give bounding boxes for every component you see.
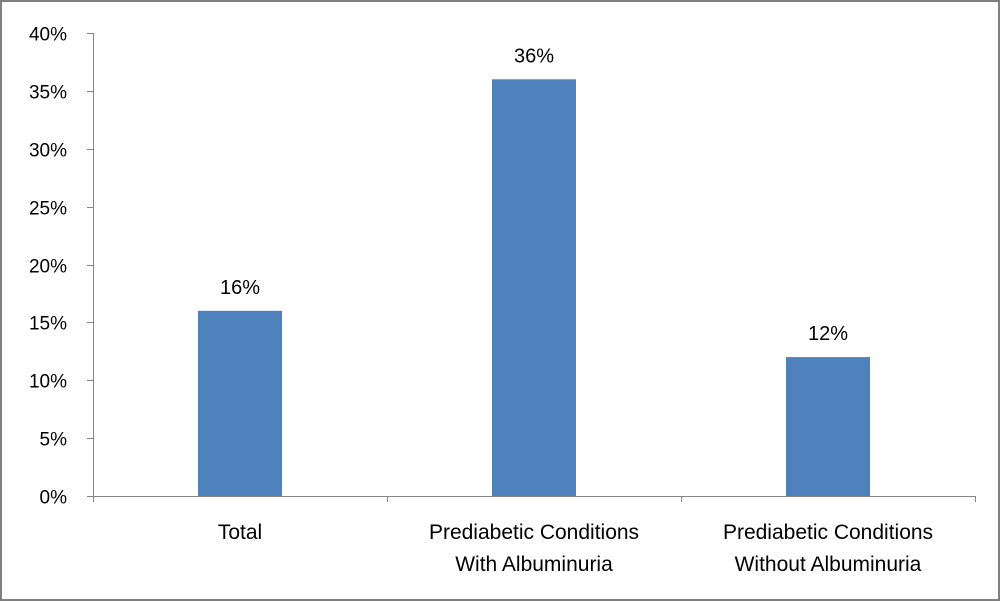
- data-label: 12%: [808, 323, 848, 345]
- y-tick-label: 30%: [29, 141, 67, 162]
- y-tick-label: 15%: [29, 314, 67, 335]
- y-tick-label: 20%: [29, 257, 67, 278]
- data-label: 16%: [220, 277, 260, 299]
- category-label: Prediabetic Conditions: [429, 521, 639, 544]
- category-label: With Albuminuria: [455, 553, 613, 576]
- y-tick-label: 0%: [40, 488, 68, 509]
- y-tick-label: 25%: [29, 199, 67, 220]
- bar: [786, 357, 870, 496]
- category-label: Without Albuminuria: [735, 553, 922, 576]
- bars: [198, 79, 870, 497]
- y-tick-label: 35%: [29, 83, 67, 104]
- y-tick-label: 5%: [40, 430, 68, 451]
- x-axis: Total Prediabetic Conditions With Albuminu…: [93, 496, 976, 576]
- category-label: Total: [218, 521, 262, 544]
- data-label: 36%: [514, 45, 554, 67]
- bar: [198, 310, 282, 496]
- data-labels: 16% 36% 12%: [220, 45, 848, 345]
- y-tick-label: 10%: [29, 372, 67, 393]
- y-axis: 0% 5% 10% 15% 20% 25% 30% 35% 40%: [29, 25, 94, 509]
- bar: [492, 79, 576, 497]
- y-tick-label: 40%: [29, 25, 67, 46]
- category-label: Prediabetic Conditions: [723, 521, 933, 544]
